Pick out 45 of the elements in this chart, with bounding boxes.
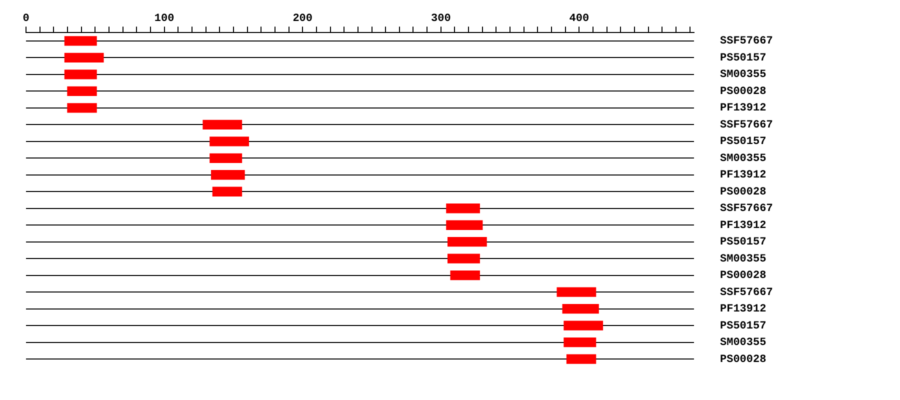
y-tick-label: SM00355 <box>720 253 767 266</box>
bar <box>564 337 596 348</box>
bar <box>210 170 245 180</box>
bar <box>64 52 104 63</box>
bar <box>202 120 242 130</box>
y-tick-label: PS00028 <box>720 186 767 198</box>
y-tick-label: SSF57667 <box>720 203 773 216</box>
y-tick-label: SM00355 <box>720 69 767 82</box>
y-tick-label: PS00028 <box>720 86 767 98</box>
y-tick-label: SM00355 <box>720 152 767 165</box>
y-tick-label: SSF57667 <box>720 119 773 132</box>
bar <box>564 320 604 330</box>
x-tick-label: 300 <box>431 12 451 25</box>
bar <box>556 287 596 297</box>
bar <box>67 86 97 96</box>
x-tick-label: 200 <box>292 12 313 25</box>
bar <box>447 237 487 247</box>
bar <box>64 36 97 46</box>
bar <box>450 270 480 280</box>
y-tick-label: PS50157 <box>720 52 766 64</box>
y-tick-label: PS50157 <box>720 136 766 148</box>
y-tick-label: SSF57667 <box>720 286 773 299</box>
y-tick-label: SSF57667 <box>720 36 773 48</box>
y-tick-label: SM00355 <box>720 337 767 350</box>
bar <box>566 354 596 364</box>
x-tick-label: 400 <box>569 12 590 25</box>
bar <box>212 186 242 196</box>
y-tick-label: PS00028 <box>720 354 767 366</box>
bar <box>64 70 97 80</box>
bar <box>446 204 480 214</box>
bar <box>446 220 483 230</box>
bar <box>67 103 97 113</box>
y-tick-label: PF13912 <box>720 220 766 232</box>
y-tick-label: PF13912 <box>720 170 766 182</box>
y-tick-label: PS00028 <box>720 270 767 282</box>
bar <box>562 304 599 314</box>
x-tick-label: 0 <box>22 12 30 25</box>
bar <box>447 254 480 264</box>
y-tick-label: PS50157 <box>720 320 766 332</box>
bar <box>210 153 242 163</box>
y-tick-label: PS50157 <box>720 236 766 249</box>
x-tick-label: 100 <box>154 12 174 25</box>
bar <box>210 136 249 146</box>
y-tick-label: PF13912 <box>720 304 766 316</box>
y-tick-label: PF13912 <box>720 102 766 115</box>
